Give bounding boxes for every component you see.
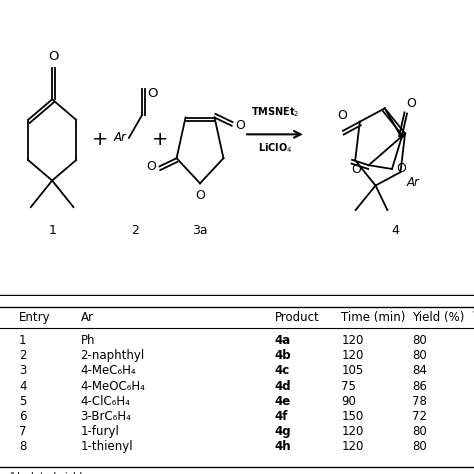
Text: 120: 120 [341,334,364,347]
Text: 86: 86 [412,380,427,392]
Text: 80: 80 [412,334,427,347]
Text: O: O [146,160,156,173]
Text: 90: 90 [341,395,356,408]
Text: Ph: Ph [81,334,95,347]
Text: $^a$ Isolated yields.: $^a$ Isolated yields. [9,470,91,474]
Text: 4f: 4f [275,410,288,423]
Text: Entry: Entry [19,311,51,324]
Text: 84: 84 [412,365,427,377]
Text: 1-furyl: 1-furyl [81,425,119,438]
Text: O: O [337,109,347,122]
Text: +: + [92,130,109,149]
Text: 105: 105 [341,365,364,377]
Text: O: O [195,189,205,202]
Text: O: O [235,119,245,132]
Text: 4-MeOC₆H₄: 4-MeOC₆H₄ [81,380,146,392]
Text: 150: 150 [341,410,364,423]
Text: 1-thienyl: 1-thienyl [81,440,133,453]
Text: O: O [48,50,59,63]
Text: 72: 72 [412,410,428,423]
Text: 4-MeC₆H₄: 4-MeC₆H₄ [81,365,136,377]
Text: TMSNEt$_2$: TMSNEt$_2$ [251,105,299,119]
Text: O: O [147,87,157,100]
Text: 120: 120 [341,425,364,438]
Text: 8: 8 [19,440,27,453]
Text: 7: 7 [19,425,27,438]
Text: O: O [397,163,407,175]
Text: O: O [351,164,361,176]
Text: Ar: Ar [114,131,127,145]
Text: LiClO$_4$: LiClO$_4$ [258,141,292,155]
Text: Yield (%): Yield (%) [412,311,465,324]
Text: 4d: 4d [275,380,292,392]
Text: Ar: Ar [406,176,419,189]
Text: 4c: 4c [275,365,290,377]
Text: 4h: 4h [275,440,292,453]
Text: 1: 1 [48,224,56,237]
Text: 4: 4 [19,380,27,392]
Text: 80: 80 [412,425,427,438]
Text: 120: 120 [341,440,364,453]
Text: +: + [152,130,168,149]
Text: 80: 80 [412,440,427,453]
Text: 4b: 4b [275,349,292,362]
Text: 5: 5 [19,395,27,408]
Text: 80: 80 [412,349,427,362]
Text: 4e: 4e [275,395,291,408]
Text: 3: 3 [19,365,27,377]
Text: 2-naphthyl: 2-naphthyl [81,349,145,362]
Text: 3a: 3a [192,224,208,237]
Text: 120: 120 [341,349,364,362]
Text: 75: 75 [341,380,356,392]
Text: O: O [406,97,416,110]
Text: Time (min): Time (min) [341,311,406,324]
Text: 6: 6 [19,410,27,423]
Text: 1: 1 [19,334,27,347]
Text: 2: 2 [131,224,138,237]
Text: Product: Product [275,311,319,324]
Text: 2: 2 [19,349,27,362]
Text: 4a: 4a [275,334,291,347]
Text: 78: 78 [412,395,427,408]
Text: 4: 4 [392,224,400,237]
Text: 4-ClC₆H₄: 4-ClC₆H₄ [81,395,130,408]
Text: 3-BrC₆H₄: 3-BrC₆H₄ [81,410,131,423]
Text: a: a [473,306,474,315]
Text: 4g: 4g [275,425,292,438]
Text: Ar: Ar [81,311,93,324]
